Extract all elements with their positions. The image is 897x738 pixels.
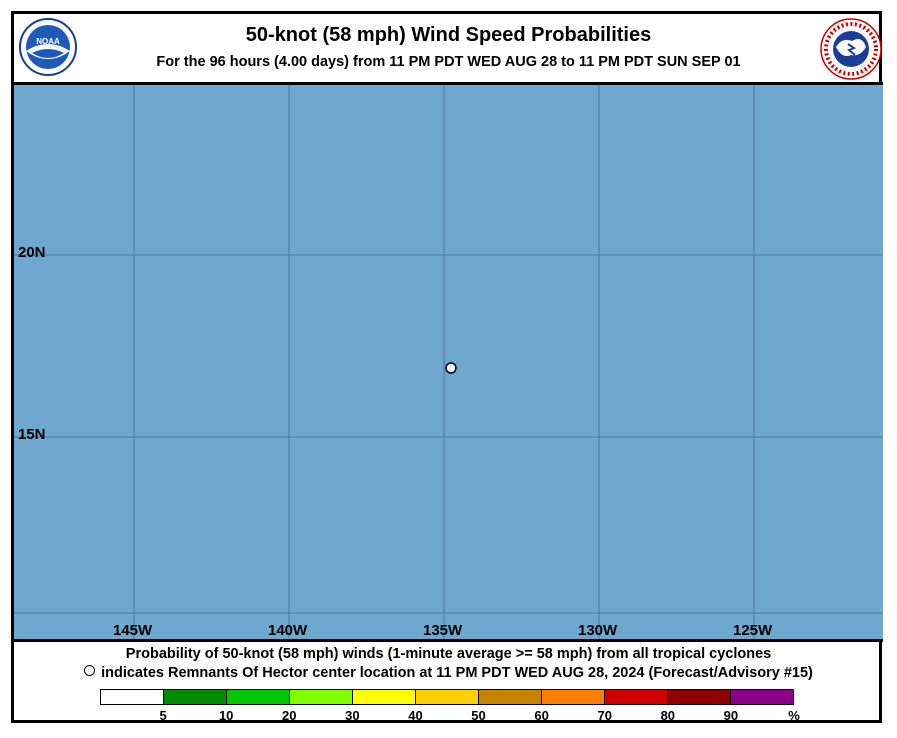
legend-tick-label: 5 — [159, 708, 167, 723]
legend-swatch — [290, 690, 353, 704]
legend-tick-label: 20 — [282, 708, 297, 723]
lon-label-140w: 140W — [268, 622, 308, 639]
storm-center-marker[interactable] — [445, 362, 457, 374]
legend-tick-label: 80 — [660, 708, 676, 723]
map-area[interactable] — [14, 82, 883, 642]
legend-tick-label: 60 — [534, 708, 549, 723]
caption-storm-text: indicates Remnants Of Hector center loca… — [101, 665, 813, 681]
storm-circle-icon — [84, 665, 96, 676]
legend-swatch — [479, 690, 542, 704]
lon-label-135w: 135W — [423, 622, 463, 639]
legend-tick-label: 30 — [345, 708, 360, 723]
caption-storm-location: indicates Remnants Of Hector center loca… — [0, 665, 897, 681]
lon-label-130w: 130W — [578, 622, 618, 639]
map-grid — [14, 85, 883, 639]
legend-swatch — [605, 690, 668, 704]
legend-swatch — [101, 690, 164, 704]
legend-swatch — [731, 690, 793, 704]
lat-label-15n: 15N — [18, 426, 46, 443]
legend-tick-label: 90 — [723, 708, 739, 723]
lon-label-145w: 145W — [113, 622, 153, 639]
legend-swatch — [227, 690, 290, 704]
legend-swatch — [668, 690, 731, 704]
page-title: 50-knot (58 mph) Wind Speed Probabilitie… — [245, 24, 652, 46]
legend-swatch — [542, 690, 605, 704]
legend-tick-label: 70 — [597, 708, 612, 723]
lon-label-125w: 125W — [733, 622, 773, 639]
legend-tick-label: 40 — [408, 708, 423, 723]
legend-swatch — [164, 690, 227, 704]
lat-label-20n: 20N — [18, 244, 46, 261]
legend-swatch — [353, 690, 416, 704]
legend-tick-label: 50 — [471, 708, 486, 723]
page-subtitle: For the 96 hours (4.00 days) from 11 PM … — [156, 54, 741, 70]
legend-tick-label: % — [788, 708, 800, 723]
probability-legend — [100, 689, 794, 705]
caption-probability: Probability of 50-knot (58 mph) winds (1… — [125, 646, 772, 662]
legend-swatch — [416, 690, 479, 704]
svg-text:NOAA: NOAA — [36, 37, 60, 46]
noaa-logo: NOAA — [19, 18, 77, 76]
nws-logo — [820, 18, 882, 80]
legend-tick-label: 10 — [218, 708, 234, 723]
